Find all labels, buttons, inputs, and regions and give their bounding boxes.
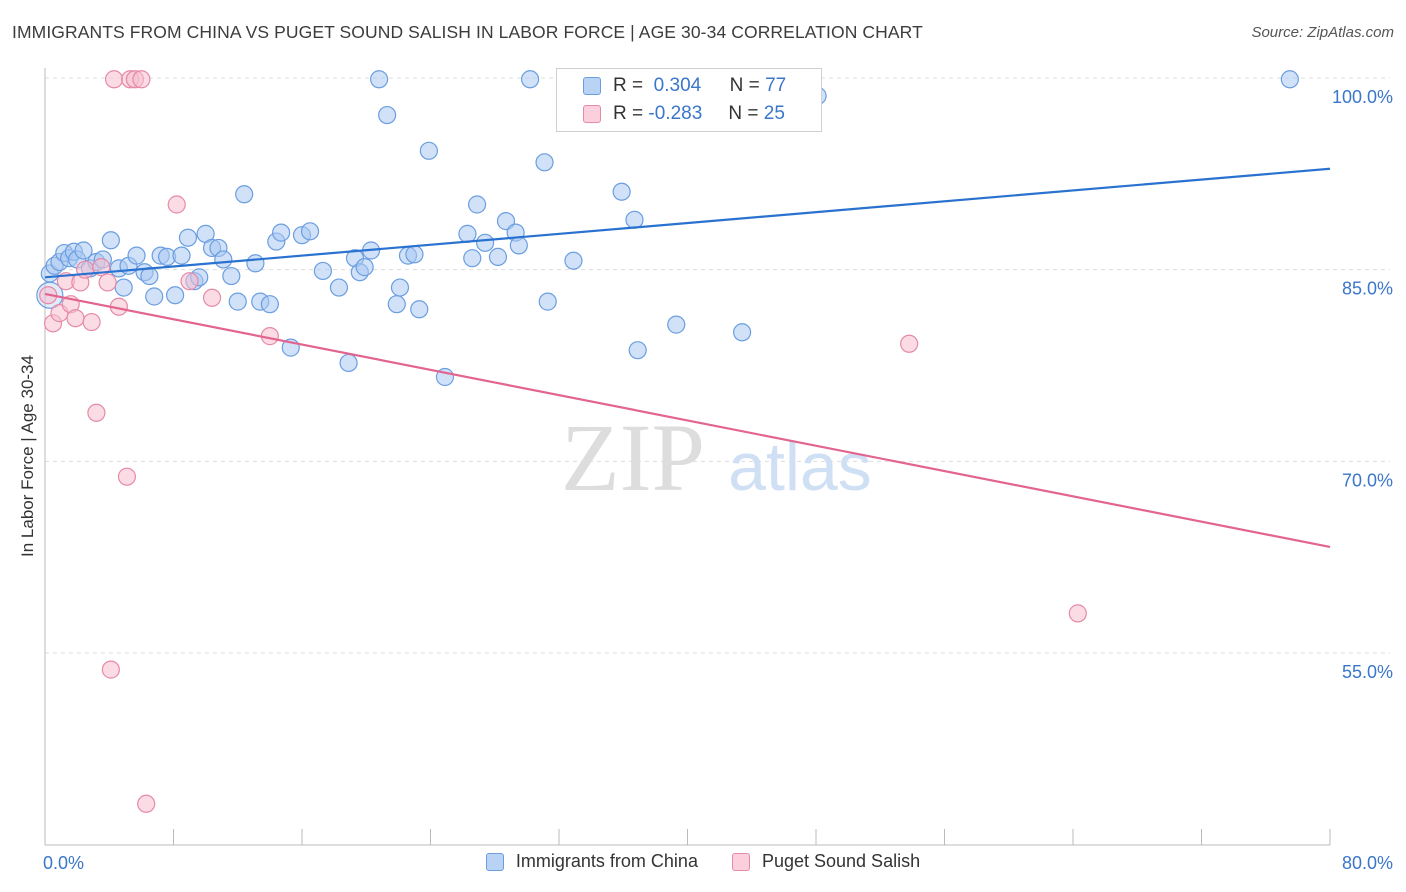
data-point-china — [458, 224, 477, 243]
data-point-china — [612, 182, 631, 201]
legend-row-salish: R = -0.283 N = 25 — [583, 100, 785, 128]
legend-n-value: 25 — [763, 103, 785, 124]
legend-label-salish: Puget Sound Salish — [761, 851, 921, 871]
data-point-salish — [82, 312, 101, 332]
data-point-china — [260, 295, 279, 314]
data-point-salish — [98, 273, 117, 292]
trend-lines — [44, 167, 1331, 549]
y-tick-label: 55.0% — [1342, 662, 1393, 682]
y-tick-label: 70.0% — [1342, 470, 1393, 490]
data-point-china — [1280, 70, 1299, 89]
y-tick-label: 85.0% — [1342, 279, 1393, 299]
axes — [44, 68, 1331, 846]
data-point-salish — [137, 794, 156, 813]
source-label: Source: ZipAtlas.com — [1251, 24, 1394, 41]
data-point-china — [228, 292, 247, 311]
data-point-china — [166, 286, 185, 305]
data-point-china — [329, 278, 349, 297]
x-tick-label: 80.0% — [1342, 853, 1393, 873]
data-point-salish — [132, 70, 151, 89]
data-point-china — [246, 254, 265, 273]
data-point-china — [178, 228, 198, 247]
data-point-china — [410, 300, 429, 319]
data-point-china — [101, 231, 120, 250]
legend-label-china: Immigrants from China — [515, 851, 698, 871]
legend-swatch-salish — [583, 105, 601, 123]
data-point-china — [339, 353, 358, 373]
data-point-salish — [167, 195, 186, 214]
watermark-zip: ZIP — [561, 404, 705, 511]
data-point-china — [272, 223, 291, 242]
data-point-salish — [66, 309, 85, 328]
trend-line-salish — [44, 292, 1331, 549]
data-point-salish — [101, 660, 120, 679]
data-point-china — [476, 233, 495, 252]
legend-r-value: 0.304 — [653, 75, 702, 96]
y-axis-label: In Labor Force | Age 30-34 — [18, 355, 37, 557]
legend-swatch-china — [583, 77, 601, 95]
data-point-salish — [87, 403, 106, 422]
data-point-salish — [202, 288, 222, 307]
data-point-china — [370, 70, 389, 89]
legend-item-china[interactable]: Immigrants from China — [485, 851, 698, 872]
data-point-china — [625, 210, 644, 229]
chart-title: IMMIGRANTS FROM CHINA VS PUGET SOUND SAL… — [12, 22, 923, 42]
data-point-china — [114, 278, 133, 297]
data-point-china — [419, 141, 438, 160]
data-point-salish — [76, 260, 95, 279]
trend-line-china — [44, 167, 1331, 279]
data-point-salish — [900, 334, 919, 353]
x-tick-label: 0.0% — [43, 853, 84, 873]
data-point-china — [405, 245, 424, 264]
series-legend: Immigrants from China Puget Sound Salish — [0, 851, 1406, 872]
data-point-china — [733, 323, 752, 342]
data-point-china — [235, 185, 254, 204]
correlation-legend: R = 0.304 N = 77 R = -0.283 N = 25 — [556, 68, 822, 132]
data-point-china — [378, 105, 397, 125]
legend-swatch-salish — [731, 852, 750, 871]
legend-swatch-china — [485, 852, 504, 871]
watermark: ZIP atlas — [561, 404, 872, 511]
data-point-china — [628, 341, 647, 360]
legend-r-label: R = — [613, 75, 644, 96]
data-point-china — [463, 249, 482, 268]
legend-n-value: 77 — [765, 75, 787, 96]
data-point-salish — [1068, 604, 1087, 623]
watermark-atlas: atlas — [728, 429, 872, 505]
data-point-china — [564, 251, 583, 270]
legend-n-label: N = — [728, 103, 759, 124]
legend-row-china: R = 0.304 N = 77 — [583, 72, 786, 100]
data-point-china — [535, 153, 554, 172]
legend-n-label: N = — [729, 75, 760, 96]
data-point-salish — [180, 272, 199, 291]
data-point-china — [488, 247, 508, 266]
data-point-china — [387, 295, 406, 314]
data-point-china — [300, 222, 320, 241]
data-point-china — [172, 246, 191, 265]
data-point-china — [74, 241, 93, 260]
legend-r-label: R = — [613, 103, 644, 124]
data-point-china — [467, 195, 487, 214]
data-point-china — [313, 261, 332, 281]
data-point-salish — [117, 467, 137, 486]
data-point-china — [355, 258, 374, 277]
data-point-china — [222, 266, 241, 286]
tick-labels: 55.0% 70.0% 85.0% 100.0% 0.0% 80.0% — [43, 87, 1393, 873]
data-point-china — [214, 250, 233, 269]
grid-lines — [45, 77, 1390, 654]
data-point-salish — [104, 70, 124, 89]
data-point-china — [145, 287, 164, 306]
data-point-china — [390, 278, 410, 297]
legend-item-salish[interactable]: Puget Sound Salish — [731, 851, 921, 872]
data-point-china — [127, 246, 146, 265]
data-point-china — [520, 70, 540, 89]
data-point-china — [538, 292, 557, 311]
data-point-china — [509, 236, 528, 255]
legend-r-value: -0.283 — [648, 103, 703, 124]
y-tick-label: 100.0% — [1332, 87, 1393, 107]
data-point-china — [667, 315, 686, 334]
